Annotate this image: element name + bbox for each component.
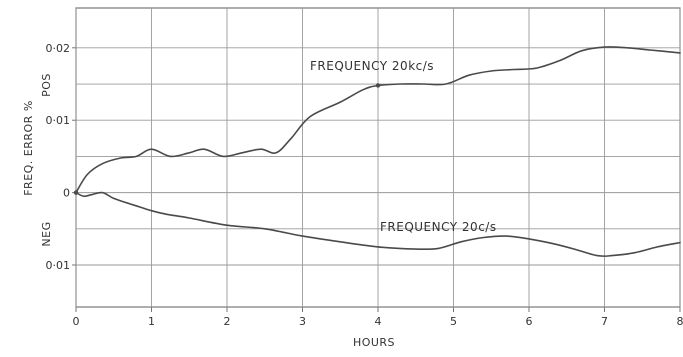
x-axis-label: HOURS <box>353 336 395 349</box>
y-tick-label: 0·02 <box>46 42 71 55</box>
x-tick-label: 5 <box>450 315 457 328</box>
x-tick-label: 1 <box>148 315 155 328</box>
x-tick-label: 0 <box>73 315 80 328</box>
label-layer: HOURS FREQ. ERROR % POS NEG FREQUENCY 20… <box>22 42 683 349</box>
series-annotation-20kcs: FREQUENCY 20kc/s <box>310 59 434 73</box>
x-tick-label: 4 <box>375 315 382 328</box>
y-tick-label: 0 <box>63 187 70 200</box>
series-point <box>74 190 78 194</box>
series-annotation-20cs: FREQUENCY 20c/s <box>380 220 497 234</box>
x-tick-label: 8 <box>677 315 683 328</box>
y-tick-label: 0·01 <box>46 259 71 272</box>
x-tick-label: 7 <box>601 315 608 328</box>
y-axis-pos-label: POS <box>40 73 53 97</box>
y-axis-label: FREQ. ERROR % <box>22 100 35 196</box>
series-point <box>376 83 380 87</box>
y-tick-label: 0·01 <box>46 114 71 127</box>
grid-layer <box>72 8 680 312</box>
series-layer <box>74 47 680 256</box>
x-tick-label: 6 <box>526 315 533 328</box>
x-tick-label: 3 <box>299 315 306 328</box>
y-axis-neg-label: NEG <box>40 221 53 246</box>
x-tick-label: 2 <box>224 315 231 328</box>
